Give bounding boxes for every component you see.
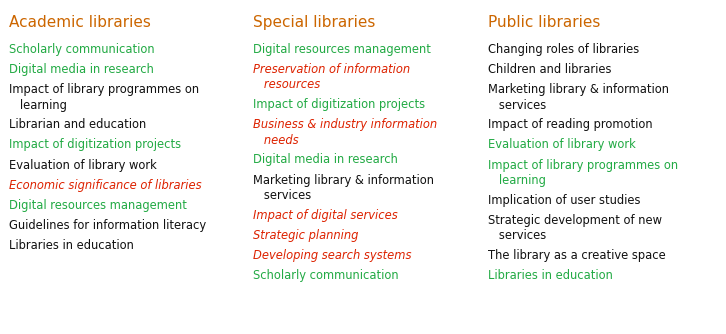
Text: Impact of reading promotion: Impact of reading promotion — [488, 118, 653, 131]
Text: Evaluation of library work: Evaluation of library work — [488, 138, 636, 151]
Text: Digital media in research: Digital media in research — [253, 153, 398, 166]
Text: Librarian and education: Librarian and education — [9, 118, 146, 131]
Text: Economic significance of libraries: Economic significance of libraries — [9, 179, 201, 192]
Text: Academic libraries: Academic libraries — [9, 15, 150, 30]
Text: Developing search systems: Developing search systems — [253, 249, 411, 262]
Text: Strategic development of new
   services: Strategic development of new services — [488, 214, 662, 242]
Text: Impact of library programmes on
   learning: Impact of library programmes on learning — [9, 83, 199, 112]
Text: Impact of library programmes on
   learning: Impact of library programmes on learning — [488, 159, 678, 187]
Text: Marketing library & information
   services: Marketing library & information services — [488, 83, 669, 112]
Text: Preservation of information
   resources: Preservation of information resources — [253, 63, 409, 92]
Text: Guidelines for information literacy: Guidelines for information literacy — [9, 219, 206, 232]
Text: The library as a creative space: The library as a creative space — [488, 249, 666, 262]
Text: Impact of digitization projects: Impact of digitization projects — [253, 98, 425, 111]
Text: Digital resources management: Digital resources management — [253, 43, 431, 56]
Text: Marketing library & information
   services: Marketing library & information services — [253, 173, 433, 202]
Text: Changing roles of libraries: Changing roles of libraries — [488, 43, 639, 56]
Text: Libraries in education: Libraries in education — [9, 239, 134, 253]
Text: Special libraries: Special libraries — [253, 15, 375, 30]
Text: Impact of digital services: Impact of digital services — [253, 208, 397, 221]
Text: Implication of user studies: Implication of user studies — [488, 194, 640, 207]
Text: Children and libraries: Children and libraries — [488, 63, 611, 76]
Text: Libraries in education: Libraries in education — [488, 269, 613, 282]
Text: Scholarly communication: Scholarly communication — [9, 43, 155, 56]
Text: Scholarly communication: Scholarly communication — [253, 269, 399, 282]
Text: Public libraries: Public libraries — [488, 15, 600, 30]
Text: Strategic planning: Strategic planning — [253, 229, 358, 242]
Text: Impact of digitization projects: Impact of digitization projects — [9, 138, 181, 151]
Text: Digital media in research: Digital media in research — [9, 63, 154, 76]
Text: Evaluation of library work: Evaluation of library work — [9, 159, 157, 172]
Text: Business & industry information
   needs: Business & industry information needs — [253, 118, 437, 147]
Text: Digital resources management: Digital resources management — [9, 199, 187, 212]
